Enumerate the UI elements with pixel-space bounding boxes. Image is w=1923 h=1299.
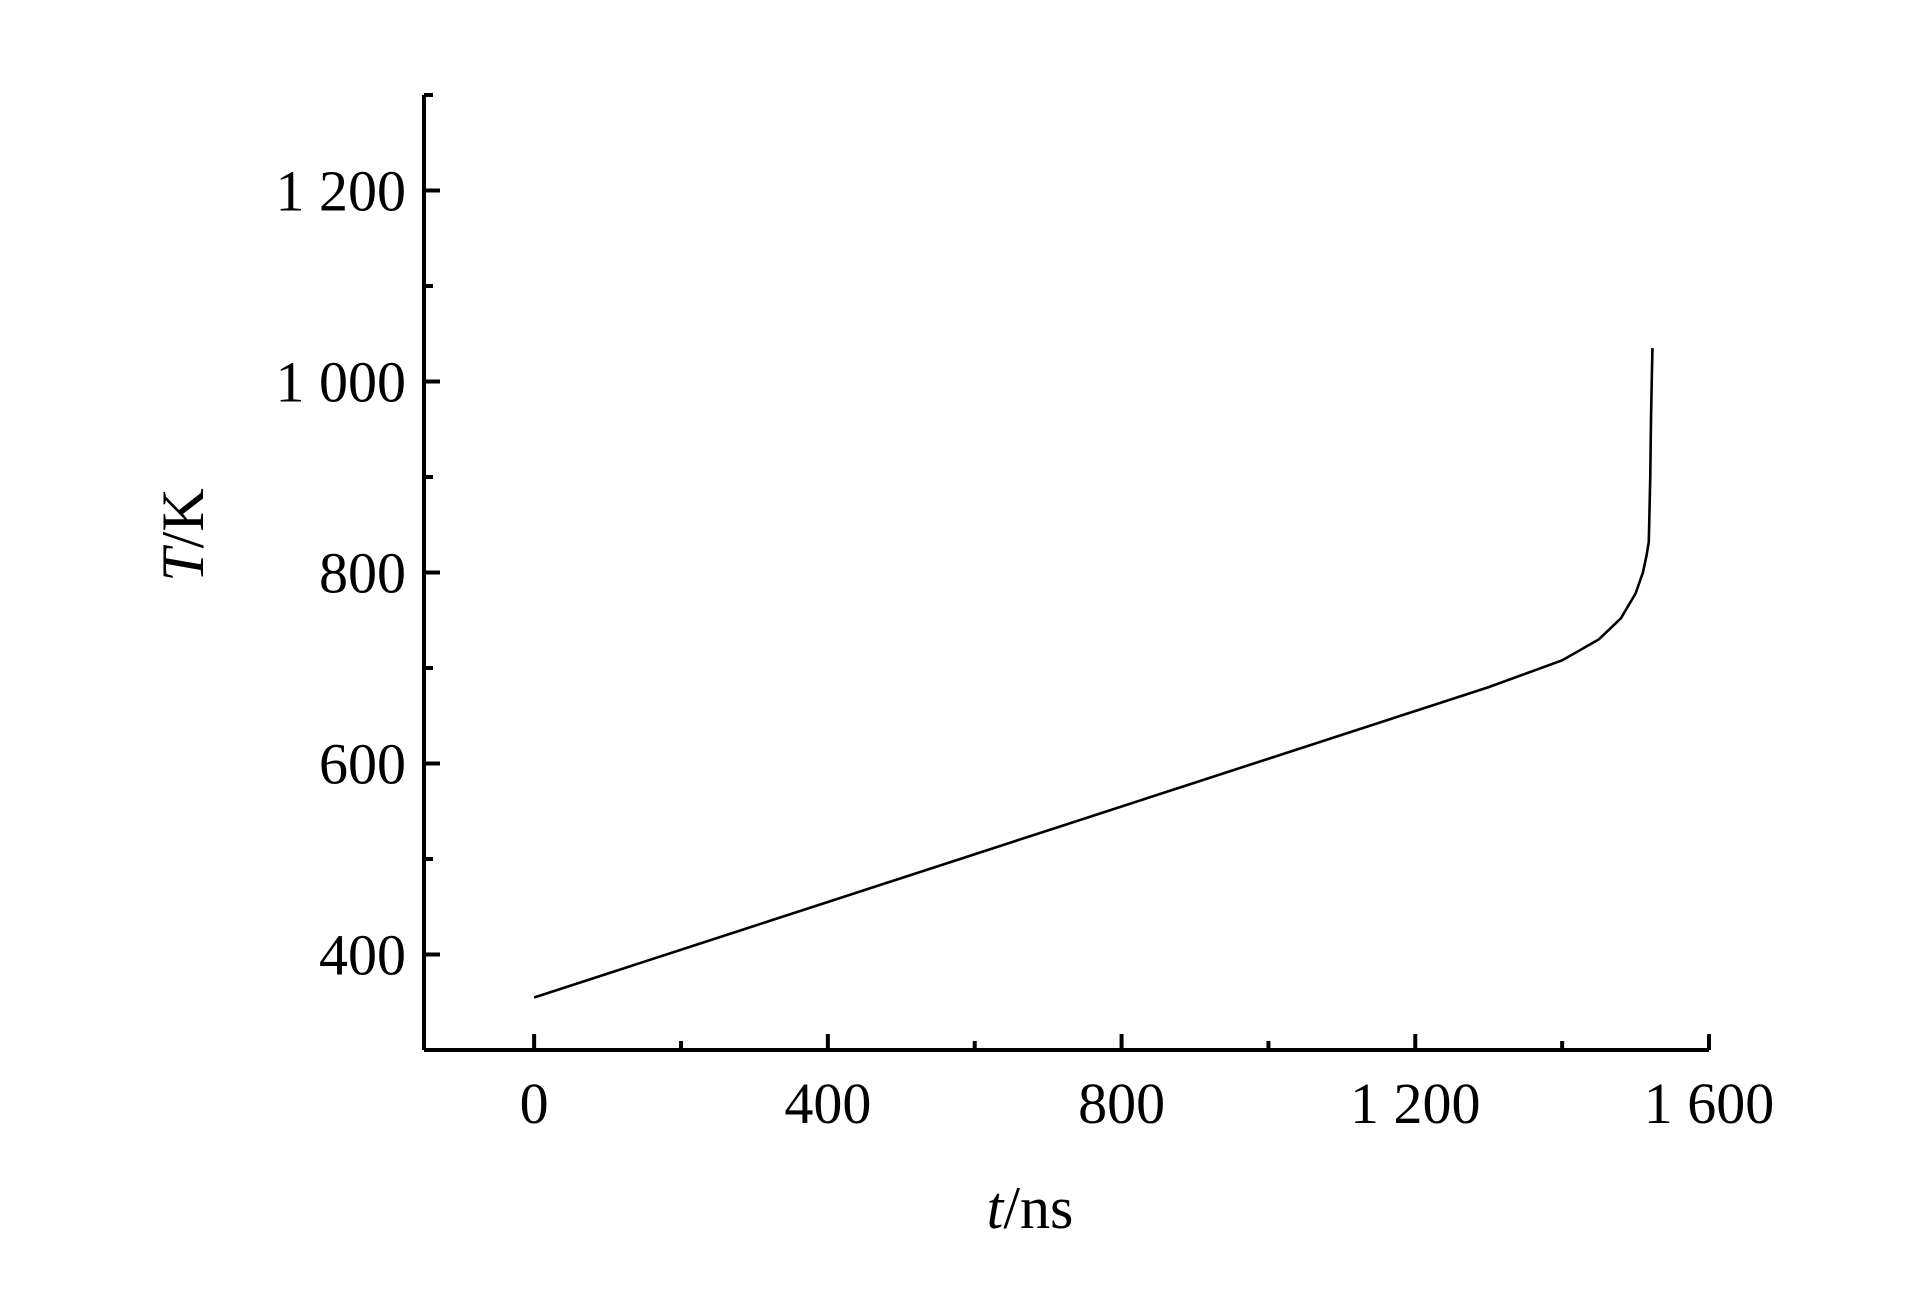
y-tick-label: 1 200 <box>276 159 407 224</box>
x-tick-label: 0 <box>520 1071 549 1136</box>
y-tick-label: 400 <box>319 923 406 988</box>
tick-labels: 0 400 800 1 200 1 600 400 600 800 1 000 1 200 <box>276 159 1775 1137</box>
y-tick-label: 1 000 <box>276 350 407 415</box>
series-line <box>533 348 1654 999</box>
axes <box>422 95 1709 1052</box>
x-tick-label: 400 <box>784 1071 871 1136</box>
x-axis-unit: /ns <box>1003 1175 1073 1241</box>
y-tick-label: 800 <box>319 541 406 606</box>
y-axis-title: T/K <box>150 488 216 581</box>
y-axis-var: T <box>150 545 216 582</box>
x-tick-label: 1 600 <box>1644 1071 1775 1136</box>
x-tick-label: 800 <box>1078 1071 1165 1136</box>
y-tick-label: 600 <box>319 732 406 797</box>
x-axis-var: t <box>987 1175 1005 1241</box>
ticks <box>424 93 1711 1052</box>
series <box>533 348 1654 999</box>
x-tick-label: 1 200 <box>1350 1071 1481 1136</box>
x-axis-title: t/ns <box>987 1175 1074 1241</box>
y-axis-unit: /K <box>150 488 216 548</box>
